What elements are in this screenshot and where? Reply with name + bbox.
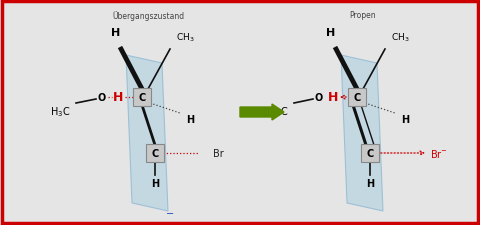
Text: Br$^{-}$: Br$^{-}$ (430, 147, 448, 159)
Text: Br: Br (213, 148, 224, 158)
Text: C: C (138, 93, 145, 103)
FancyBboxPatch shape (133, 89, 151, 106)
Text: H: H (328, 91, 338, 104)
Text: H: H (113, 91, 123, 104)
Text: CH$_3$: CH$_3$ (391, 32, 409, 44)
FancyBboxPatch shape (361, 144, 379, 162)
Text: O: O (315, 93, 323, 103)
Text: O: O (98, 93, 106, 103)
Text: C: C (353, 93, 360, 103)
Text: H: H (111, 28, 120, 38)
Text: Propen: Propen (350, 11, 376, 20)
Text: H: H (401, 115, 409, 124)
Text: H: H (366, 178, 374, 188)
FancyBboxPatch shape (348, 89, 366, 106)
Text: CH$_3$: CH$_3$ (176, 32, 194, 44)
Polygon shape (126, 56, 168, 211)
Text: H: H (326, 28, 336, 38)
FancyArrow shape (240, 105, 284, 120)
Text: −: − (166, 208, 174, 218)
FancyBboxPatch shape (146, 144, 164, 162)
Text: H: H (186, 115, 194, 124)
Text: H: H (151, 178, 159, 188)
Text: H$_3$C: H$_3$C (268, 105, 288, 118)
Text: C: C (151, 148, 158, 158)
Text: Übergangszustand: Übergangszustand (112, 11, 184, 21)
Text: C: C (366, 148, 373, 158)
Polygon shape (341, 56, 383, 211)
Text: H$_3$C: H$_3$C (50, 105, 70, 118)
